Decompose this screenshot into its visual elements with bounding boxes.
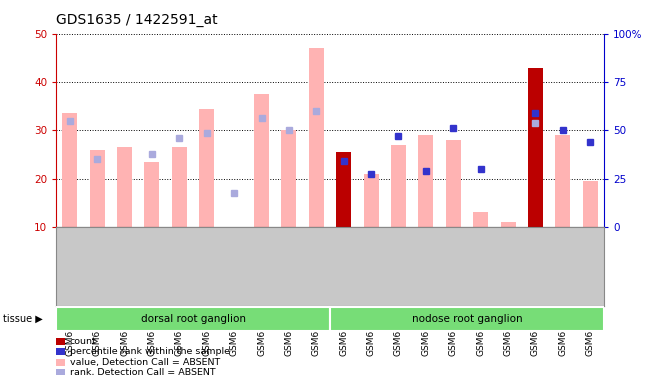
- Text: dorsal root ganglion: dorsal root ganglion: [141, 314, 246, 324]
- Text: percentile rank within the sample: percentile rank within the sample: [70, 347, 230, 356]
- Bar: [281, 130, 296, 227]
- Text: count: count: [70, 337, 97, 346]
- Bar: [117, 147, 132, 227]
- Bar: [555, 135, 570, 227]
- Bar: [199, 109, 214, 227]
- Bar: [309, 48, 324, 227]
- Text: value, Detection Call = ABSENT: value, Detection Call = ABSENT: [70, 358, 220, 367]
- Bar: [172, 147, 187, 227]
- Bar: [528, 68, 543, 227]
- Bar: [145, 162, 160, 227]
- Text: rank, Detection Call = ABSENT: rank, Detection Call = ABSENT: [70, 368, 216, 375]
- Bar: [90, 150, 105, 227]
- Text: GDS1635 / 1422591_at: GDS1635 / 1422591_at: [56, 13, 218, 27]
- Bar: [583, 181, 598, 227]
- Text: tissue ▶: tissue ▶: [3, 314, 43, 324]
- Bar: [364, 174, 379, 227]
- Bar: [254, 94, 269, 227]
- Bar: [473, 212, 488, 227]
- Bar: [418, 135, 434, 227]
- Bar: [330, 307, 604, 331]
- Bar: [56, 307, 330, 331]
- Bar: [62, 113, 77, 227]
- Bar: [391, 145, 406, 227]
- Bar: [500, 222, 515, 227]
- Bar: [446, 140, 461, 227]
- Bar: [336, 152, 351, 227]
- Text: nodose root ganglion: nodose root ganglion: [412, 314, 522, 324]
